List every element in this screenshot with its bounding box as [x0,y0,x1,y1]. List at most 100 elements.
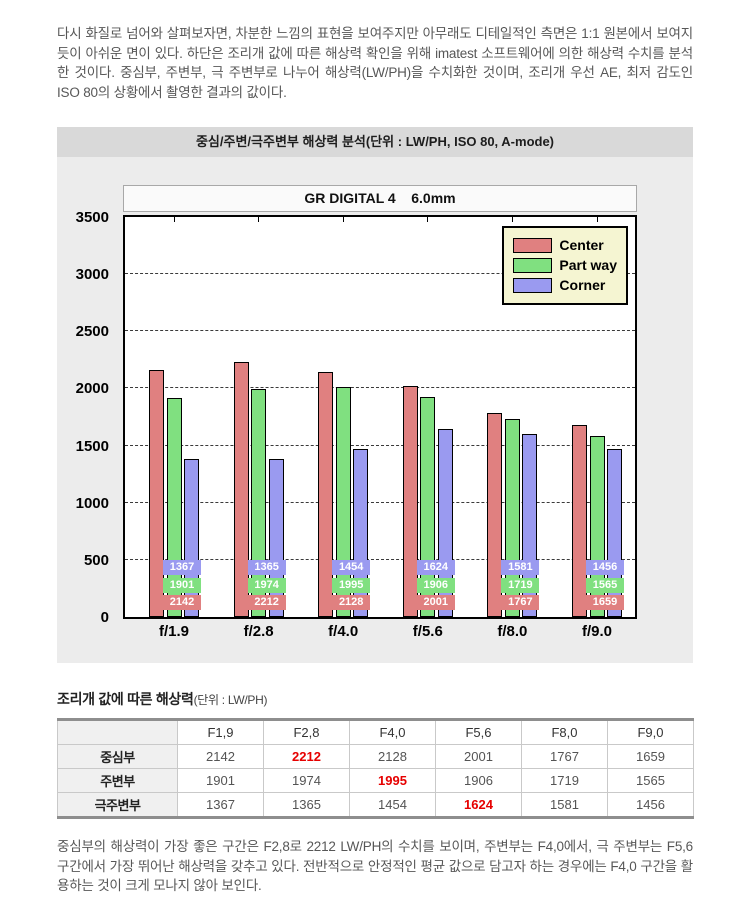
resolution-chart-panel: 중심/주변/극주변부 해상력 분석(단위 : LW/PH, ISO 80, A-… [57,127,693,663]
table-value-cell: 1995 [349,768,436,793]
y-tick-label: 3000 [75,266,109,284]
table-value-cell: 2128 [349,744,436,769]
y-tick-label: 2500 [75,323,109,341]
legend-row: Center [513,237,617,253]
x-tick-label: f/5.6 [412,623,443,640]
summary-paragraph: 중심부의 해상력이 가장 좋은 구간은 F2,8로 2212 LW/PH의 수치… [57,839,693,893]
bar-center [487,413,503,617]
chart-legend: Center Part way Corner [502,226,628,305]
plot-area: Center Part way Corner 2142 1901 1367 2212 197… [123,215,637,619]
table-row-label: 주변부 [57,768,178,793]
bar-corner [268,459,284,617]
bar-value-label: 1901 [163,577,201,593]
legend-label: Corner [559,277,606,293]
x-tick-label: f/2.8 [243,623,274,640]
gridline [125,273,635,275]
legend-swatch [513,257,553,273]
legend-row: Corner [513,277,617,293]
legend-row: Part way [513,257,617,273]
bar-value-label: 2142 [163,595,201,610]
x-tick-mark-top [511,217,513,222]
legend-swatch [513,237,553,253]
table-value-cell: 2142 [177,744,264,769]
bar-value-label: 1454 [332,560,371,575]
bar-value-label: 2128 [332,595,371,610]
gridline [125,387,635,389]
x-tick-mark-top [427,217,429,222]
bar-value-label: 1767 [501,595,540,610]
bar-corner [607,449,622,617]
bar-value-label: 1456 [586,560,624,575]
x-tick-label: f/4.0 [328,623,359,640]
table-value-cell: 1454 [349,792,436,818]
bar-center [318,372,334,617]
y-tick-label: 1500 [75,437,109,455]
table-title-unit: (단위 : LW/PH) [193,693,268,707]
table-value-cell: 1581 [521,792,608,818]
gridline [125,558,635,560]
chart-body: GR DIGITAL 4 6.0mm 0 500 1000 1500 2000 2500 3… [57,157,693,663]
bar-value-label: 1581 [501,560,540,575]
table-value-cell: 1974 [263,768,350,793]
legend-swatch [513,277,553,293]
table-row-label: 극주변부 [57,792,178,818]
table-col-header: F9,0 [607,719,694,745]
gridline [125,444,635,446]
table-value-cell: 1624 [435,792,522,818]
bar-value-label: 1367 [163,560,201,575]
table-body: 중심부 2142 2212 2128 2001 1767 1659 주변부 1901 1974 19… [57,744,694,818]
bar-value-label: 1995 [332,577,371,593]
x-tick-label: f/9.0 [581,623,612,640]
table-value-cell: 1456 [607,792,694,818]
chart-header-title: 중심/주변/극주변부 해상력 분석(단위 : LW/PH, ISO 80, A-… [57,127,693,157]
bar-center [572,425,587,617]
bar-value-label: 1906 [416,577,455,593]
table-value-cell: 1906 [435,768,522,793]
table-value-cell: 1767 [521,744,608,769]
plot-wrap: 0 500 1000 1500 2000 2500 3000 3500 Center Part … [76,209,637,645]
resolution-table: F1,9 F2,8 F4,0 F5,6 F8,0 F9,0 중심부 2142 2212 2128… [57,718,694,819]
bar-value-label: 1719 [501,577,540,593]
intro-paragraph: 다시 화질로 넘어와 살펴보자면, 차분한 느낌의 표현을 보여주지만 아무래도… [57,26,693,100]
bar-center [233,362,249,617]
chart-inner-title: GR DIGITAL 4 6.0mm [123,185,637,212]
table-value-cell: 1565 [607,768,694,793]
legend-label: Part way [559,257,617,273]
bar-value-label: 2212 [247,595,286,610]
y-tick-label: 500 [83,551,109,569]
x-tick-mark-top [596,217,598,222]
bar-value-label: 1365 [247,560,286,575]
legend-label: Center [559,237,604,253]
table-col-header: F5,6 [435,719,522,745]
bar-value-label: 1624 [416,560,455,575]
table-col-header: F4,0 [349,719,436,745]
bar-corner [184,459,199,617]
table-header-row: F1,9 F2,8 F4,0 F5,6 F8,0 F9,0 [57,719,694,745]
table-title-text: 조리개 값에 따른 해상력 [57,691,194,707]
bar-value-label: 1659 [586,595,624,610]
table-row: 중심부 2142 2212 2128 2001 1767 1659 [57,744,694,769]
bar-part-way [335,387,351,617]
y-axis-labels: 0 500 1000 1500 2000 2500 3000 3500 [59,209,115,626]
x-tick-mark-top [342,217,344,222]
table-value-cell: 1365 [263,792,350,818]
table-col-header: F1,9 [177,719,264,745]
bar-value-label: 1565 [586,577,624,593]
x-tick-mark-top [258,217,260,222]
x-tick-label: f/1.9 [158,623,189,640]
table-col-header: F8,0 [521,719,608,745]
table-title: 조리개 값에 따른 해상력(단위 : LW/PH) [57,689,693,709]
table-value-cell: 2001 [435,744,522,769]
y-tick-label: 0 [100,609,109,626]
x-tick-label: f/8.0 [497,623,528,640]
table-corner-cell [57,719,178,745]
bar-center [149,370,164,617]
table-value-cell: 1901 [177,768,264,793]
x-tick-mark-top [173,217,175,222]
bar-center [402,386,418,617]
gridline [125,501,635,503]
bar-value-label: 1974 [247,577,286,593]
table-value-cell: 1659 [607,744,694,769]
bar-value-label: 2001 [416,595,455,610]
